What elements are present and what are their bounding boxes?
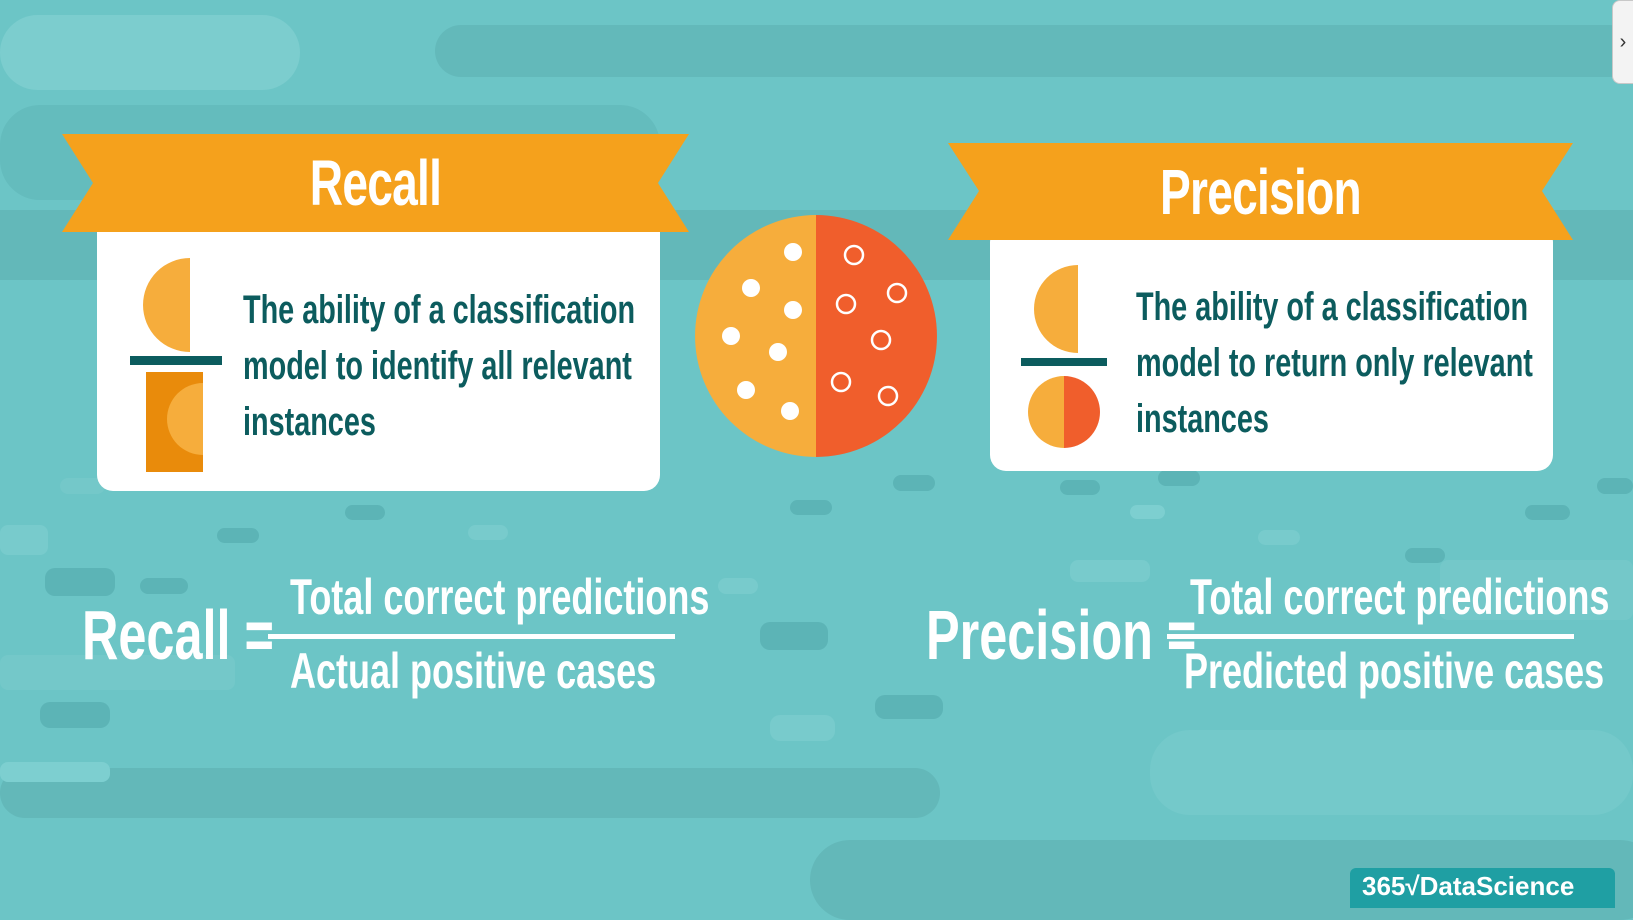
sidebar-toggle-button[interactable]: › xyxy=(1612,0,1633,84)
definition-line: model to return only relevant xyxy=(1136,341,1533,385)
precision-numerator: Total correct predictions xyxy=(1190,569,1610,625)
background-dash xyxy=(760,622,828,650)
precision-title: Precision xyxy=(1160,155,1362,228)
background-tile xyxy=(1440,560,1633,620)
precision-denominator: Predicted positive cases xyxy=(1184,643,1605,699)
definition-line: The ability of a classification xyxy=(243,288,636,332)
background-dash xyxy=(1597,478,1633,494)
background-dash xyxy=(1258,530,1300,545)
definition-line: The ability of a classification xyxy=(1136,285,1529,329)
background-dash xyxy=(1158,470,1200,486)
background-dash xyxy=(1405,548,1445,563)
background-tile xyxy=(1070,560,1150,582)
background-tile xyxy=(0,525,48,555)
definition-line: instances xyxy=(1136,397,1269,441)
background-dash xyxy=(770,715,835,741)
background-tile xyxy=(0,762,110,782)
background-dash xyxy=(45,568,115,596)
background-dash xyxy=(718,578,758,594)
recall-fraction-icon xyxy=(130,258,222,472)
background-stripe xyxy=(0,15,300,90)
background-dash xyxy=(1525,505,1570,520)
precision-definition: The ability of a classification model to… xyxy=(1136,279,1533,447)
background-dash xyxy=(790,500,832,515)
recall-formula-lhs: Recall = xyxy=(82,596,274,674)
recall-fraction-bar xyxy=(268,634,675,639)
background-dash xyxy=(1130,505,1165,519)
definition-line: model to identify all relevant xyxy=(243,344,632,388)
precision-banner: Precision xyxy=(948,143,1573,240)
recall-title: Recall xyxy=(309,147,442,219)
recall-definition: The ability of a classification model to… xyxy=(243,282,635,450)
background-dash xyxy=(345,505,385,520)
background-dash xyxy=(875,695,943,719)
banner-ribbon-shape xyxy=(62,134,689,232)
background-dash xyxy=(468,525,508,540)
precision-formula-lhs: Precision = xyxy=(926,596,1197,674)
background-tile xyxy=(0,655,235,690)
background-dash xyxy=(140,578,188,594)
population-circle-icon xyxy=(695,215,937,457)
chevron-right-icon: › xyxy=(1619,30,1627,53)
background-stripe xyxy=(435,25,1633,77)
background-dash xyxy=(40,702,110,728)
background-dash xyxy=(1060,480,1100,495)
brand-logo: 365√DataScience xyxy=(1350,868,1615,908)
background-stripe xyxy=(1150,730,1633,815)
background-stripe xyxy=(0,768,940,818)
recall-banner: Recall xyxy=(62,134,689,232)
background-dash xyxy=(60,478,105,494)
recall-denominator: Actual positive cases xyxy=(290,643,657,699)
recall-numerator: Total correct predictions xyxy=(290,569,710,625)
precision-fraction-icon xyxy=(1021,265,1107,448)
background-dash xyxy=(893,475,935,491)
background-dash xyxy=(217,528,259,543)
precision-fraction-bar xyxy=(1167,634,1574,639)
banner-ribbon-shape xyxy=(948,143,1573,240)
definition-line: instances xyxy=(243,400,376,444)
